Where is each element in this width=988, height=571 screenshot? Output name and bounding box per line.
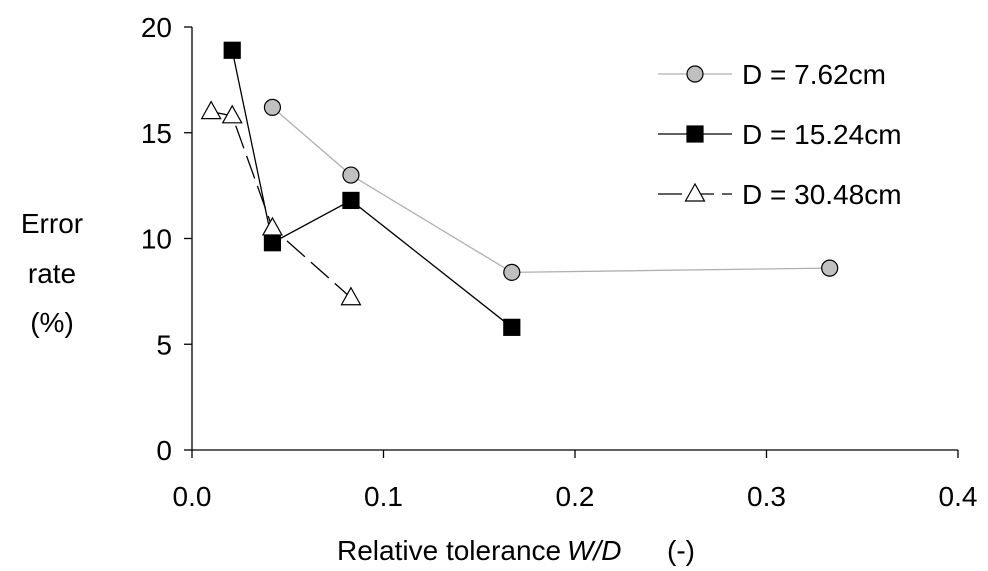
x-tick-label: 0.0 [173,481,212,512]
x-tick-label: 0.2 [556,481,595,512]
series-line-1 [272,106,830,273]
legend: D = 7.62cm D = 15.24cm D = 30.48cm [658,59,902,210]
data-point-series-1 [503,263,521,281]
x-tick-label: 0.1 [364,481,403,512]
y-ticks: 0 5 10 15 20 [141,12,192,466]
data-point-series-1 [821,259,839,277]
y-axis-title-line-1: Error [21,208,83,239]
x-ticks: 0.0 0.1 0.2 0.3 0.4 [173,450,978,512]
legend-marker-2 [686,125,704,143]
x-tick-label: 0.4 [939,481,978,512]
series-line-2 [231,50,513,328]
x-tick-label: 0.3 [747,481,786,512]
series-line-3 [211,110,352,299]
data-point-series-2 [223,41,241,59]
axes [191,27,958,451]
x-axis-title: Relative tolerance W/D (-) [337,535,695,566]
data-point-series-1 [263,98,282,116]
x-axis-title-unit: (-) [667,535,695,566]
legend-marker-3 [684,182,706,202]
legend-label-3: D = 30.48cm [742,179,902,210]
legend-marker-1 [686,65,704,83]
y-tick-label: 5 [156,329,172,360]
data-point-series-2 [503,318,521,336]
y-axis-title-line-3: (%) [30,307,74,338]
series-markers [200,41,839,336]
data-point-series-3 [200,100,222,120]
series-lines [211,50,830,328]
y-axis-title-line-2: rate [28,258,76,289]
y-tick-label: 20 [141,12,172,43]
y-tick-label: 10 [141,224,172,255]
legend-label-1: D = 7.62cm [742,59,886,90]
data-point-series-3 [340,286,362,306]
y-tick-label: 15 [141,118,172,149]
data-point-series-2 [342,191,360,210]
data-point-series-2 [263,234,282,252]
x-axis-title-text: Relative tolerance [337,535,561,566]
data-point-series-1 [342,166,360,184]
y-tick-label: 0 [156,435,172,466]
data-point-series-3 [261,216,283,236]
x-axis-title-variable: W/D [567,535,621,566]
data-point-series-3 [221,104,243,124]
y-axis-title: Error rate (%) [21,208,83,338]
legend-label-2: D = 15.24cm [742,119,902,150]
